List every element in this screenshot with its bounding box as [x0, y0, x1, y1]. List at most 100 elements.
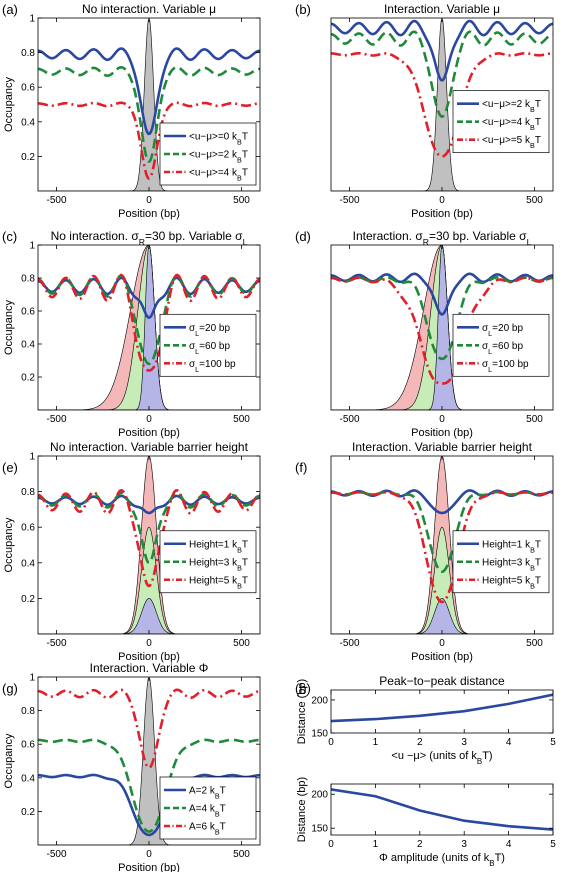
x-tick-label: 500 [233, 849, 250, 860]
barrier-area-2 [331, 598, 553, 634]
series-line-1 [331, 30, 553, 118]
y-tick-label: 0.6 [21, 307, 35, 318]
x-tick-label: -500 [339, 638, 359, 649]
panel-d: -500 0 500 Interaction. σR=30 bp. Variable … [295, 229, 554, 439]
x-axis-label: Position (bp) [118, 651, 180, 663]
y-tick-label: 1 [29, 14, 35, 25]
barrier-area-1 [331, 526, 553, 634]
axes-frame [330, 783, 554, 836]
x-tick-label: 500 [526, 638, 543, 649]
x-tick-label: 4 [506, 737, 512, 748]
x-tick-label: 5 [550, 839, 556, 850]
series-line-2 [331, 490, 553, 604]
legend-label: σL=60 bp [189, 341, 230, 356]
x-axis-label: Position (bp) [118, 208, 180, 220]
x-axis-label: Position (bp) [411, 427, 473, 439]
chart-title: Interaction. Variable Φ [90, 661, 209, 675]
barrier-area-2 [38, 598, 260, 634]
legend-label: <u−μ>=4 kBT [482, 117, 541, 132]
legend-label: A=2 kBT [189, 786, 226, 801]
y-tick-label: 200 [311, 695, 328, 706]
legend-label: σL=20 bp [189, 323, 230, 338]
chart-title: Interaction. σR=30 bp. Variable σL [353, 229, 532, 247]
panel-h-lower: 0 1 2 3 4 5 150 200 Φ amplitude (units of kBT) Di… [296, 777, 556, 868]
x-tick-label: -500 [46, 414, 66, 425]
legend: σL=20 bp σL=60 bp σL=100 bp [452, 313, 550, 377]
x-tick-label: 0 [146, 195, 152, 206]
series-line-2 [38, 101, 260, 180]
series-line-2 [38, 488, 260, 588]
y-tick-label: 0.6 [21, 83, 35, 94]
y-tick-label: 1 [29, 452, 35, 463]
y-tick-label: 0.4 [21, 340, 35, 351]
legend-label: <u−μ>=2 kBT [482, 99, 541, 114]
x-axis-label: Φ amplitude (units of kBT) [379, 852, 505, 868]
legend-label: σL=100 bp [482, 359, 529, 374]
x-axis-label: Position (bp) [118, 862, 180, 872]
legend-label: <u−μ>=4 kBT [189, 168, 248, 183]
x-axis-label: Position (bp) [118, 427, 180, 439]
series-line-2 [331, 51, 553, 158]
legend-label: σL=20 bp [482, 323, 523, 338]
y-tick-label: 200 [311, 790, 328, 801]
x-axis-label: Position (bp) [411, 651, 473, 663]
x-tick-label: 500 [233, 195, 250, 206]
legend-label: Height=3 kBT [482, 557, 541, 572]
panel-label: (e) [2, 460, 18, 475]
panel-a: -500 0 500 0.2 0.4 0.6 0.8 1 No interaction. Var… [2, 2, 261, 220]
series-line-1 [38, 66, 260, 163]
x-tick-label: 500 [233, 638, 250, 649]
series-line-0 [331, 693, 553, 723]
legend-label: <u−μ>=0 kBT [189, 132, 248, 147]
y-axis-label: Occupancy [3, 299, 15, 355]
barrier-area [331, 18, 553, 191]
y-tick-label: 150 [311, 824, 328, 835]
panel-b: -500 0 500 Interaction. Variable μ Position … [295, 2, 554, 220]
x-tick-label: -500 [46, 195, 66, 206]
barrier-area [38, 677, 260, 845]
x-tick-label: 0 [146, 638, 152, 649]
panel-label: (c) [2, 229, 17, 244]
y-tick-label: 0.2 [21, 807, 35, 818]
x-tick-label: 1 [373, 737, 379, 748]
panel-label: (h) [295, 681, 311, 696]
panel-h: 0 1 2 3 4 5 150 200 Peak−to−peak distance <u −μ> … [295, 674, 556, 766]
chart-title: Peak−to−peak distance [379, 674, 505, 688]
y-axis-label: Occupancy [3, 517, 15, 573]
panel-f: -500 0 500 Interaction. Variable barrier he… [295, 440, 554, 663]
x-tick-label: 0 [146, 414, 152, 425]
x-tick-label: 5 [550, 737, 556, 748]
y-tick-label: 0.4 [21, 773, 35, 784]
chart-title: No interaction. Variable barrier height [50, 440, 249, 454]
panel-label: (g) [2, 681, 18, 696]
series-line-2 [331, 276, 553, 385]
x-tick-label: 2 [417, 737, 423, 748]
y-axis-label: Occupancy [3, 76, 15, 132]
y-tick-label: 1 [29, 241, 35, 252]
panel-label: (f) [295, 460, 307, 475]
y-tick-label: 0.4 [21, 558, 35, 569]
y-tick-label: 0.8 [21, 274, 35, 285]
legend-label: σL=100 bp [189, 359, 236, 374]
panel-e: -500 0 500 0.2 0.4 0.6 0.8 1 No interaction. Var… [2, 440, 261, 663]
x-tick-label: 500 [526, 195, 543, 206]
barrier-area [38, 18, 260, 191]
legend-label: Height=3 kBT [189, 557, 248, 572]
x-tick-label: 500 [233, 414, 250, 425]
panel-g: -500 0 500 0.2 0.4 0.6 0.8 1 Interaction. Variab… [2, 661, 261, 872]
x-axis-label: Position (bp) [411, 208, 473, 220]
y-tick-label: 0.8 [21, 487, 35, 498]
x-tick-label: 3 [461, 839, 467, 850]
x-tick-label: 0 [328, 737, 334, 748]
y-axis-label: Distance (bp) [296, 679, 308, 744]
legend-label: <u−μ>=2 kBT [189, 150, 248, 165]
x-tick-label: 0 [439, 195, 445, 206]
y-tick-label: 0.2 [21, 594, 35, 605]
y-tick-label: 0.8 [21, 48, 35, 59]
series-line-1 [38, 491, 260, 565]
series-line-0 [38, 47, 260, 136]
legend: Height=1 kBT Height=3 kBT Height=5 kBT [452, 530, 550, 594]
barrier-area-0 [331, 245, 553, 410]
x-tick-label: 500 [526, 414, 543, 425]
